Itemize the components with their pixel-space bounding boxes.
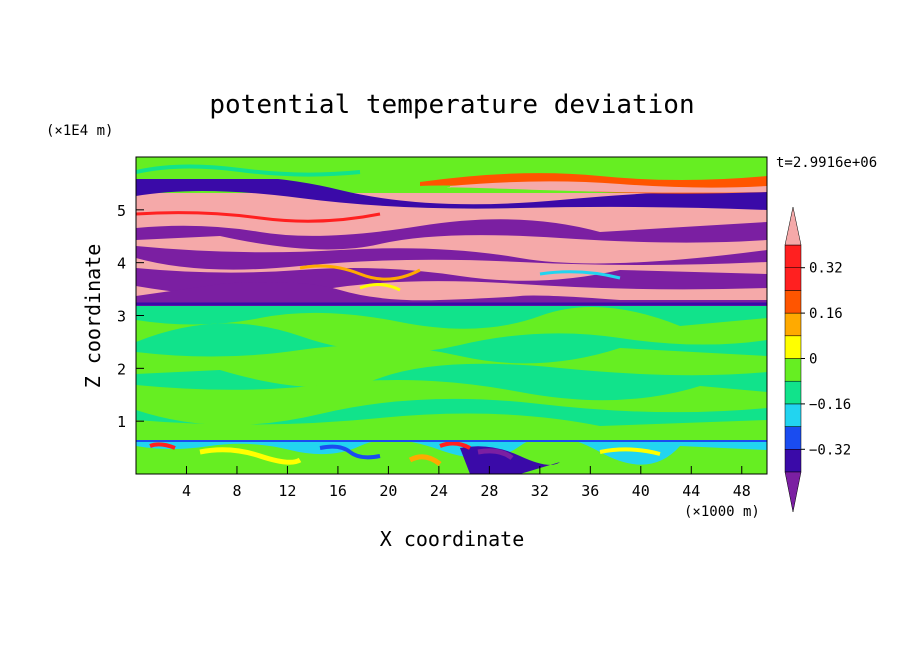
plot-area: [136, 157, 767, 474]
y-tick-label: 4: [117, 255, 126, 273]
colorbar-tick-label: 0.32: [809, 261, 843, 277]
colorbar-swatch: [784, 358, 802, 382]
colorbar-tick-label: −0.32: [809, 442, 851, 458]
colorbar-tick-label: −0.16: [809, 397, 851, 413]
y-tick-label: 2: [117, 360, 126, 378]
colorbar-swatch: [784, 244, 802, 268]
x-tick-label: 20: [379, 482, 397, 500]
x-tick-label: 8: [232, 482, 241, 500]
x-axis-ticks: 4 8 12 16 20 24 28 32 36 40 44 48: [182, 466, 751, 500]
colorbar-min-extension: [784, 471, 802, 513]
x-tick-label: 32: [531, 482, 549, 500]
x-unit-label: (×1000 m): [684, 504, 760, 520]
y-axis-ticks: 1 2 3 4 5: [117, 202, 144, 431]
colorbar-swatch: [784, 312, 802, 337]
colorbar-swatch: [784, 290, 802, 314]
y-axis-label: Z coordinate: [81, 244, 105, 389]
colorbar-swatch: [784, 380, 802, 405]
colorbar-swatch: [784, 403, 802, 427]
colorbar: 0.32 0.16 0 −0.16 −0.32: [784, 206, 851, 513]
x-tick-label: 28: [480, 482, 498, 500]
x-tick-label: 12: [278, 482, 296, 500]
x-tick-label: 36: [581, 482, 599, 500]
x-tick-label: 48: [733, 482, 751, 500]
x-tick-label: 44: [682, 482, 700, 500]
y-unit-label: (×1E4 m): [46, 123, 113, 139]
time-label: t=2.9916e+06: [776, 155, 877, 171]
x-axis-label: X coordinate: [380, 527, 525, 551]
colorbar-swatch: [784, 267, 802, 291]
colorbar-swatch: [784, 449, 802, 473]
x-tick-label: 16: [329, 482, 347, 500]
y-tick-label: 5: [117, 202, 126, 220]
top-cap: [136, 157, 767, 194]
colorbar-swatch: [784, 335, 802, 359]
colorbar-tick-label: 0: [809, 352, 817, 368]
chart-title: potential temperature deviation: [209, 90, 694, 120]
x-tick-label: 40: [632, 482, 650, 500]
colorbar-tick-label: 0.16: [809, 306, 843, 322]
y-tick-label: 1: [117, 413, 126, 431]
colorbar-max-extension: [784, 206, 802, 246]
x-tick-label: 4: [182, 482, 191, 500]
middle-band: [136, 303, 767, 443]
boundary-band: [136, 436, 767, 474]
x-tick-label: 24: [430, 482, 448, 500]
y-tick-label: 3: [117, 308, 126, 326]
upper-band: [136, 174, 767, 306]
colorbar-swatch: [784, 426, 802, 450]
